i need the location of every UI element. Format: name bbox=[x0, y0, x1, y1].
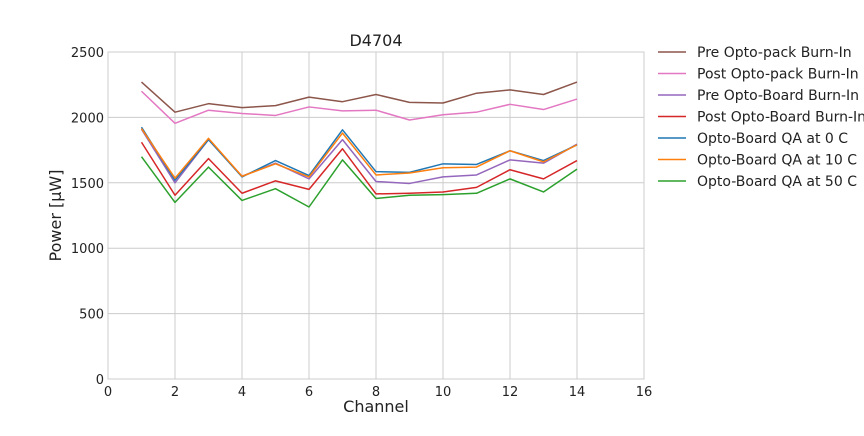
x-tick-label: 12 bbox=[502, 385, 519, 400]
series-line-4 bbox=[140, 141, 578, 196]
legend-label: Opto-Board QA at 50 C bbox=[697, 174, 857, 190]
legend-label: Pre Opto-Board Burn-In bbox=[697, 88, 859, 104]
x-tick-label: 4 bbox=[238, 385, 246, 400]
x-tick-label: 0 bbox=[104, 385, 112, 400]
legend: Pre Opto-pack Burn-In Post Opto-pack Burn… bbox=[658, 45, 864, 190]
series-line-1 bbox=[140, 81, 578, 113]
series-layer bbox=[140, 81, 578, 208]
x-tick-label: 8 bbox=[372, 385, 380, 400]
x-tick-label: 6 bbox=[305, 385, 313, 400]
grid bbox=[107, 51, 645, 380]
plot-frame bbox=[107, 51, 645, 380]
y-axis-label: Power [μW] bbox=[46, 170, 65, 262]
legend-item: Opto-Board QA at 50 C bbox=[658, 174, 857, 190]
y-tick-label: 2500 bbox=[71, 46, 104, 61]
legend-label: Post Opto-pack Burn-In bbox=[697, 67, 859, 83]
x-axis-label: Channel bbox=[343, 397, 409, 416]
x-tick-label: 14 bbox=[569, 385, 586, 400]
series-line-6 bbox=[140, 128, 578, 179]
legend-label: Pre Opto-pack Burn-In bbox=[697, 45, 852, 61]
legend-item: Pre Opto-pack Burn-In bbox=[658, 45, 852, 61]
y-tick-label: 0 bbox=[96, 373, 104, 388]
legend-label: Opto-Board QA at 10 C bbox=[697, 153, 857, 169]
x-tick-labels: 0 2 4 6 8 10 12 14 16 bbox=[104, 385, 652, 400]
x-tick-label: 10 bbox=[435, 385, 452, 400]
y-tick-label: 500 bbox=[79, 308, 104, 323]
legend-item: Post Opto-pack Burn-In bbox=[658, 67, 859, 83]
legend-item: Opto-Board QA at 0 C bbox=[658, 131, 848, 147]
legend-label: Opto-Board QA at 0 C bbox=[697, 131, 848, 147]
y-tick-label: 2000 bbox=[71, 111, 104, 126]
y-tick-label: 1500 bbox=[71, 177, 104, 192]
x-tick-label: 16 bbox=[636, 385, 653, 400]
y-tick-labels: 0 500 1000 1500 2000 2500 bbox=[71, 46, 104, 388]
series-line-7 bbox=[140, 156, 578, 208]
legend-item: Opto-Board QA at 10 C bbox=[658, 153, 857, 169]
legend-item: Pre Opto-Board Burn-In bbox=[658, 88, 859, 104]
chart-title: D4704 bbox=[349, 31, 402, 50]
series-line-3 bbox=[140, 128, 578, 185]
x-tick-label: 2 bbox=[171, 385, 179, 400]
legend-item: Post Opto-Board Burn-In bbox=[658, 110, 864, 126]
series-line-2 bbox=[140, 90, 578, 125]
legend-label: Post Opto-Board Burn-In bbox=[697, 110, 864, 126]
y-tick-label: 1000 bbox=[71, 242, 104, 257]
